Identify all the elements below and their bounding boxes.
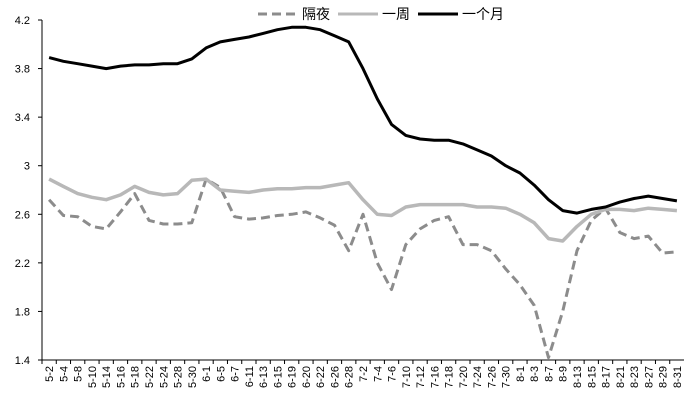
x-tick-label: 8-1 — [515, 366, 527, 382]
x-tick-label: 7-18 — [444, 366, 456, 388]
y-tick-label: 2.2 — [15, 258, 30, 270]
x-tick-label: 6-26 — [329, 366, 341, 388]
x-tick-label: 6-15 — [272, 366, 284, 388]
x-tick-label: 8-13 — [572, 366, 584, 388]
x-tick-label: 5-2 — [44, 366, 56, 382]
x-tick-label: 7-4 — [372, 366, 384, 382]
x-tick-label: 6-1 — [201, 366, 213, 382]
y-tick-label: 3.4 — [15, 112, 30, 124]
y-tick-label: 1.8 — [15, 306, 30, 318]
legend-label: 一个月 — [462, 6, 504, 22]
x-tick-label: 7-2 — [358, 366, 370, 382]
y-tick-label: 2.6 — [15, 209, 30, 221]
x-tick-label: 7-20 — [458, 366, 470, 388]
x-tick-label: 6-11 — [244, 366, 256, 387]
x-tick-label: 8-3 — [529, 366, 541, 382]
x-tick-label: 6-19 — [287, 366, 299, 388]
y-tick-label: 1.4 — [15, 355, 30, 367]
x-tick-label: 6-28 — [344, 366, 356, 388]
x-tick-label: 5-10 — [87, 366, 99, 388]
x-tick-label: 5-18 — [130, 366, 142, 388]
series-line — [48, 177, 678, 243]
legend-label: 隔夜 — [302, 6, 330, 22]
x-tick-label: 7-24 — [472, 366, 484, 388]
x-tick-label: 8-29 — [658, 366, 670, 388]
x-tick-label: 6-5 — [215, 366, 227, 382]
x-tick-label: 7-10 — [401, 366, 413, 388]
x-tick-label: 7-26 — [486, 366, 498, 388]
x-tick-label: 8-15 — [586, 366, 598, 388]
x-tick-label: 8-27 — [643, 366, 655, 388]
x-tick-label: 6-13 — [258, 366, 270, 388]
x-tick-label: 5-14 — [101, 366, 113, 388]
x-tick-label: 6-7 — [230, 366, 242, 382]
x-tick-label: 7-16 — [429, 366, 441, 388]
series-line — [48, 25, 678, 215]
x-tick-label: 5-16 — [115, 366, 127, 388]
x-tick-label: 6-22 — [315, 366, 327, 388]
x-tick-label: 5-22 — [144, 366, 156, 388]
x-tick-label: 8-23 — [629, 366, 641, 388]
x-tick-label: 5-24 — [158, 366, 170, 388]
x-tick-label: 5-8 — [73, 366, 85, 382]
x-tick-label: 6-20 — [301, 366, 313, 388]
y-tick-label: 3 — [24, 161, 30, 173]
x-tick-label: 7-6 — [387, 366, 399, 382]
x-tick-label: 5-28 — [173, 366, 185, 388]
x-tick-label: 8-17 — [601, 366, 613, 388]
x-tick-label: 7-12 — [415, 366, 427, 388]
y-tick-label: 4.2 — [15, 15, 30, 27]
x-tick-label: 8-9 — [558, 366, 570, 382]
x-tick-label: 8-21 — [615, 366, 627, 388]
legend-label: 一周 — [382, 6, 410, 22]
series-line — [47, 177, 678, 360]
x-tick-label: 5-4 — [58, 366, 70, 382]
y-tick-label: 3.8 — [15, 64, 30, 76]
x-tick-label: 5-30 — [187, 366, 199, 388]
x-tick-label: 8-31 — [672, 366, 684, 388]
x-tick-label: 8-7 — [543, 366, 555, 382]
x-tick-label: 7-30 — [501, 366, 513, 388]
